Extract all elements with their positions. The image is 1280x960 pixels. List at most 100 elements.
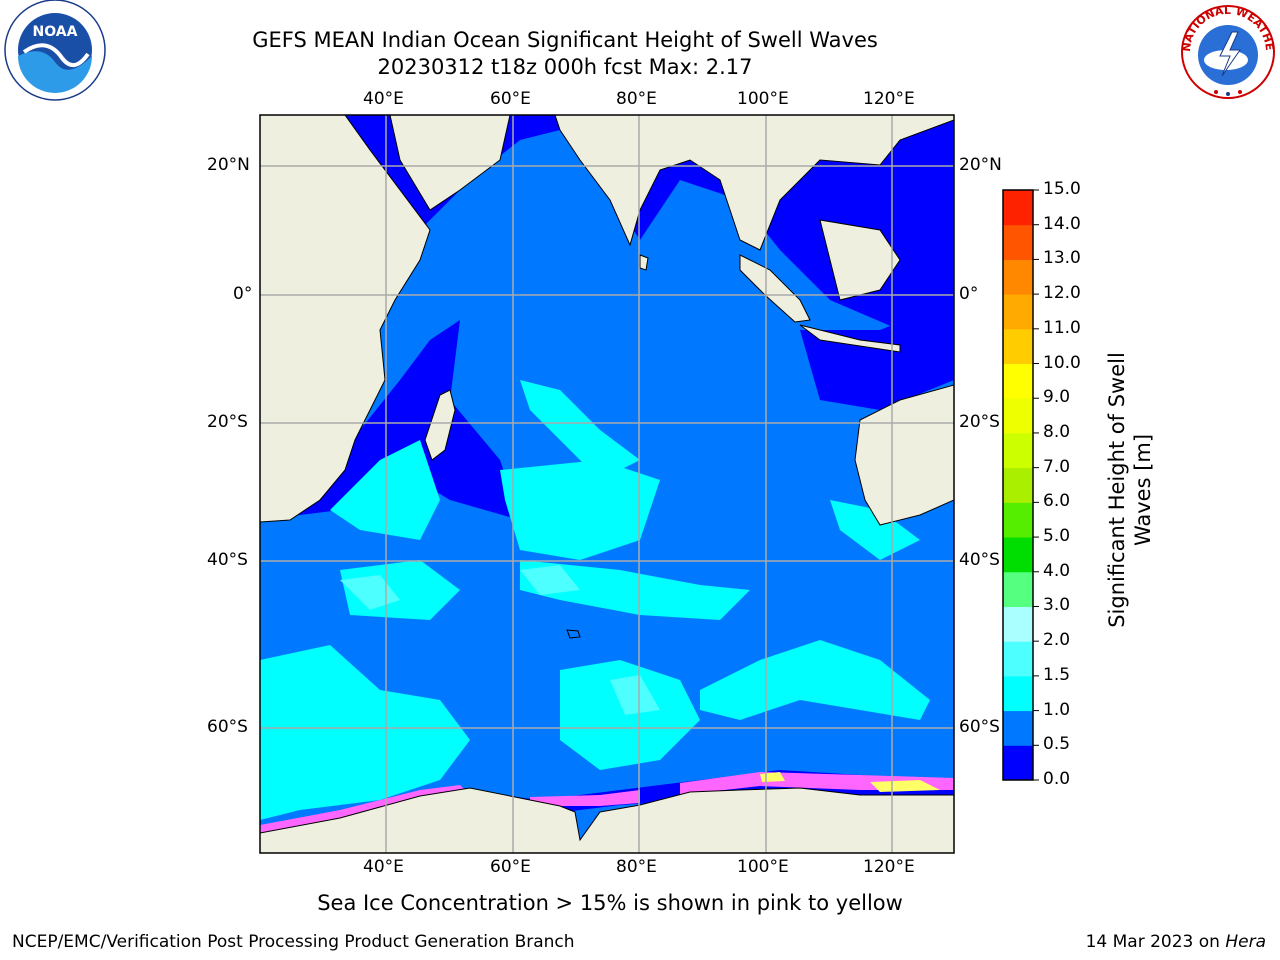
swell-band — [330, 440, 440, 540]
colorbar-level-label: 4.0 — [1043, 560, 1071, 581]
lon-tick-top: 100°E — [737, 89, 789, 109]
lon-tick-top: 40°E — [363, 89, 404, 109]
swell-band — [830, 500, 920, 560]
nws-logo: NATIONAL WEATHER SERVICE — [1176, 0, 1276, 99]
lat-tick-right: 40°S — [959, 550, 1000, 570]
colorbar-level-label: 12.0 — [1043, 283, 1081, 304]
colorbar-level-label: 1.0 — [1043, 699, 1071, 720]
colorbar-bin — [1003, 571, 1033, 607]
colorbar-level-label: 9.0 — [1043, 387, 1071, 408]
colorbar-bin — [1003, 606, 1033, 642]
colorbar-bin — [1003, 259, 1033, 295]
noaa-logo: NOAA — [4, 0, 106, 101]
colorbar-level-label: 11.0 — [1043, 317, 1081, 338]
chart-title: GEFS MEAN Indian Ocean Significant Heigh… — [252, 28, 878, 52]
swell-band-south — [260, 645, 470, 820]
lat-tick-left: 60°S — [207, 717, 248, 737]
colorbar-bin — [1003, 641, 1033, 677]
colorbar-level-label: 1.5 — [1043, 664, 1071, 685]
colorbar-level-label: 15.0 — [1043, 179, 1081, 199]
lat-tick-right: 60°S — [959, 717, 1000, 737]
swell-peak — [340, 575, 400, 610]
swell-band — [520, 380, 640, 480]
lat-tick-right: 0° — [959, 284, 979, 304]
colorbar-title-line2: Waves [m] — [1131, 433, 1155, 547]
colorbar-bin — [1003, 675, 1033, 712]
land-srilanka — [639, 254, 649, 271]
colorbar-level-label: 13.0 — [1043, 248, 1081, 269]
colorbar-level-label: 5.0 — [1043, 526, 1071, 547]
colorbar-bin — [1003, 710, 1033, 746]
colorbar-level-label: 0.5 — [1043, 734, 1071, 755]
colorbar-level-label: 14.0 — [1043, 213, 1081, 234]
footer-branch: NCEP/EMC/Verification Post Processing Pr… — [12, 932, 575, 952]
lat-tick-left: 0° — [233, 284, 253, 304]
land-africa — [260, 115, 431, 523]
lon-tick-bottom: 120°E — [863, 857, 915, 877]
chart-subtitle: 20230312 t18z 000h fcst Max: 2.17 — [377, 55, 753, 79]
swell-band-south — [700, 640, 930, 720]
colorbar-bin — [1003, 467, 1033, 503]
footer-machine: Hera — [1225, 932, 1266, 952]
colorbar-level-label: 2.0 — [1043, 630, 1071, 651]
swell-band — [500, 460, 660, 560]
land-madagascar — [424, 389, 456, 461]
colorbar-level-label: 6.0 — [1043, 491, 1071, 512]
colorbar-bin — [1003, 398, 1033, 434]
lon-tick-bottom: 40°E — [363, 857, 404, 877]
lat-tick-right: 20°S — [959, 412, 1000, 432]
colorbar-level-label: 7.0 — [1043, 456, 1071, 477]
land-arabia — [389, 115, 511, 211]
colorbar-bin — [1003, 502, 1033, 538]
lon-tick-bottom: 80°E — [616, 857, 657, 877]
colorbar-level-label: 3.0 — [1043, 595, 1071, 616]
sea-ice-edge — [530, 790, 640, 806]
swell-band-south — [560, 660, 700, 770]
lat-tick-left: 20°S — [207, 412, 248, 432]
gridlines — [260, 115, 954, 853]
colorbar-bin — [1003, 224, 1033, 260]
land-australia — [854, 384, 954, 526]
sea-ice-note: Sea Ice Concentration > 15% is shown in … — [317, 891, 903, 915]
colorbar-level-label: 8.0 — [1043, 421, 1071, 442]
low-swell-madagascar — [260, 320, 520, 520]
land-java — [799, 324, 901, 353]
lat-tick-left: 40°S — [207, 550, 248, 570]
land-sumatra — [739, 254, 811, 323]
colorbar-bin — [1003, 537, 1033, 573]
colorbar-bin — [1003, 190, 1033, 226]
lon-tick-top: 120°E — [863, 89, 915, 109]
map-field — [260, 115, 954, 853]
map-frame — [259, 114, 955, 854]
land-kerguelen — [566, 629, 581, 639]
land-asia — [554, 115, 954, 251]
footer-date: 14 Mar 2023 on Hera — [1086, 932, 1266, 952]
lon-tick-bottom: 60°E — [490, 857, 531, 877]
colorbar-frame — [1002, 189, 1034, 781]
colorbar-title-line1: Significant Height of Swell — [1105, 352, 1129, 628]
footer-date-text: 14 Mar 2023 on — [1085, 932, 1226, 952]
land-antarctica — [260, 787, 954, 853]
land-borneo — [819, 219, 901, 301]
lon-tick-top: 80°E — [616, 89, 657, 109]
colorbar-level-label: 0.0 — [1043, 769, 1071, 789]
colorbar-bin — [1003, 432, 1033, 469]
swell-peak — [520, 565, 580, 595]
swell-peak — [610, 675, 660, 715]
colorbar-bin — [1003, 294, 1033, 330]
colorbar-bin — [1003, 328, 1033, 365]
swell-band — [520, 560, 750, 620]
lon-tick-top: 60°E — [490, 89, 531, 109]
noaa-logo-text: NOAA — [33, 24, 78, 40]
lat-tick-left: 20°N — [207, 155, 250, 175]
colorbar-level-label: 10.0 — [1043, 352, 1081, 373]
colorbar-bin — [1003, 745, 1033, 781]
lon-tick-bottom: 100°E — [737, 857, 789, 877]
low-swell-indonesia — [800, 300, 954, 410]
colorbar — [1002, 189, 1039, 781]
sea-ice-high — [870, 780, 940, 792]
colorbar-title: Significant Height of Swell Waves [m] — [1100, 330, 1160, 650]
lat-tick-right: 20°N — [959, 155, 1002, 175]
colorbar-bin — [1003, 363, 1033, 399]
